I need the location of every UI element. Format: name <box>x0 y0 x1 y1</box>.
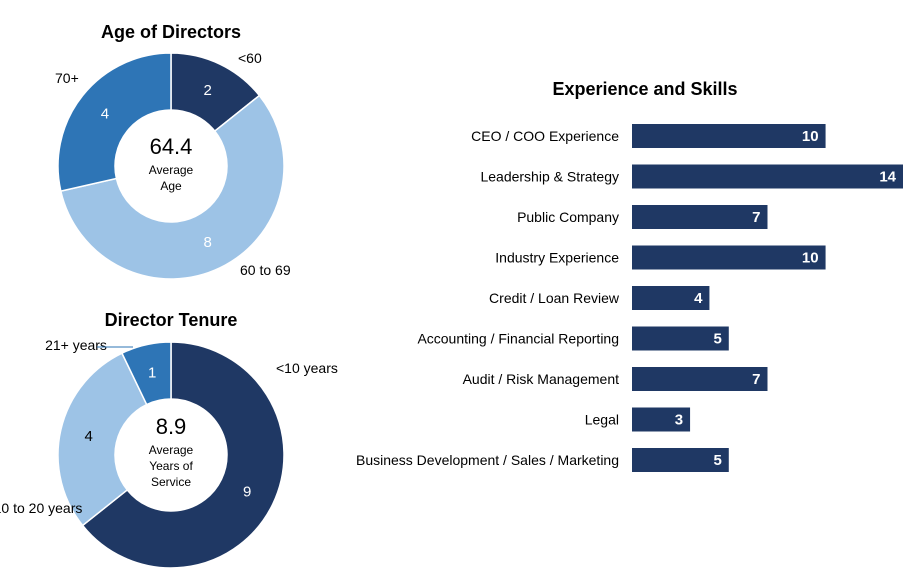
age-value-70: 4 <box>101 105 109 122</box>
tenure-center-caption-2: Years of <box>149 459 193 473</box>
tenure-chart-title: Director Tenure <box>105 310 238 330</box>
tenure-value-10-years: 9 <box>243 484 251 501</box>
skills-bar-legal <box>632 407 691 432</box>
tenure-label-21plus: 21+ years <box>45 337 107 353</box>
skills-bar-ceo-coo-experience <box>632 124 826 148</box>
age-slice-70 <box>57 52 172 193</box>
skills-value-business-development-sales-marketing: 5 <box>713 452 721 469</box>
age-chart: Age of Directors 2 8 4 <60 60 to 69 70+ 64… <box>55 22 291 280</box>
skills-value-public-company: 7 <box>752 209 760 226</box>
skills-value-leadership-strategy: 14 <box>879 169 896 186</box>
tenure-slices <box>57 341 285 569</box>
age-center-value: 64.4 <box>150 134 193 159</box>
skills-value-audit-risk-management: 7 <box>752 371 760 388</box>
skills-value-legal: 3 <box>675 412 683 429</box>
tenure-value-10-to-20-years: 4 <box>84 428 92 445</box>
tenure-label-10-20: 10 to 20 years <box>0 500 82 516</box>
age-label-60-69: 60 to 69 <box>240 262 291 278</box>
tenure-center-value: 8.9 <box>156 414 187 439</box>
age-chart-title: Age of Directors <box>101 22 241 42</box>
skills-chart: Experience and Skills CEO / COO Experien… <box>356 79 903 472</box>
tenure-center-caption-3: Service <box>151 475 191 489</box>
skills-bar-public-company <box>632 205 768 229</box>
tenure-value-21-years: 1 <box>148 365 156 382</box>
skills-bar-credit-loan-review <box>632 286 710 310</box>
tenure-slice-21-years <box>120 341 172 406</box>
skills-chart-title: Experience and Skills <box>552 79 737 99</box>
age-label-70plus: 70+ <box>55 70 79 86</box>
skills-bar-accounting-financial-reporting <box>632 326 729 351</box>
skills-category-credit-loan-review: Credit / Loan Review <box>489 290 620 306</box>
skills-category-legal: Legal <box>585 412 619 428</box>
skills-bar-audit-risk-management <box>632 367 768 391</box>
skills-bar-industry-experience <box>632 245 826 270</box>
tenure-label-lt10: <10 years <box>276 360 338 376</box>
skills-category-public-company: Public Company <box>517 209 619 225</box>
age-value-60: 2 <box>203 82 211 99</box>
tenure-values: 9 4 1 <box>84 365 251 501</box>
tenure-slice-10-to-20-years <box>57 352 148 527</box>
skills-bars: CEO / COO Experience 10 Leadership & Strat… <box>356 124 903 472</box>
skills-value-ceo-coo-experience: 10 <box>802 128 819 145</box>
age-center-caption-2: Age <box>160 179 182 193</box>
skills-value-industry-experience: 10 <box>802 250 819 267</box>
skills-bar-business-development-sales-marketing <box>632 448 729 472</box>
skills-category-audit-risk-management: Audit / Risk Management <box>463 371 620 387</box>
skills-value-accounting-financial-reporting: 5 <box>713 331 721 348</box>
age-values: 2 8 4 <box>101 82 212 251</box>
tenure-chart: Director Tenure 9 4 1 <10 years 10 to 20 y… <box>0 310 338 569</box>
age-label-lt60: <60 <box>238 50 262 66</box>
age-slice-60-to-69 <box>59 94 285 280</box>
age-value-60-to-69: 8 <box>203 234 211 251</box>
tenure-center-caption-1: Average <box>149 443 194 457</box>
skills-category-ceo-coo-experience: CEO / COO Experience <box>471 128 619 144</box>
skills-category-accounting-financial-reporting: Accounting / Financial Reporting <box>417 331 619 347</box>
skills-value-credit-loan-review: 4 <box>694 290 703 307</box>
skills-category-leadership-strategy: Leadership & Strategy <box>480 169 619 185</box>
skills-category-industry-experience: Industry Experience <box>495 250 619 266</box>
age-center-caption-1: Average <box>149 163 194 177</box>
skills-bar-leadership-strategy <box>632 164 903 189</box>
tenure-slice-10-years <box>81 341 285 569</box>
skills-category-business-development-sales-marketing: Business Development / Sales / Marketing <box>356 452 619 468</box>
age-slices <box>57 52 285 280</box>
